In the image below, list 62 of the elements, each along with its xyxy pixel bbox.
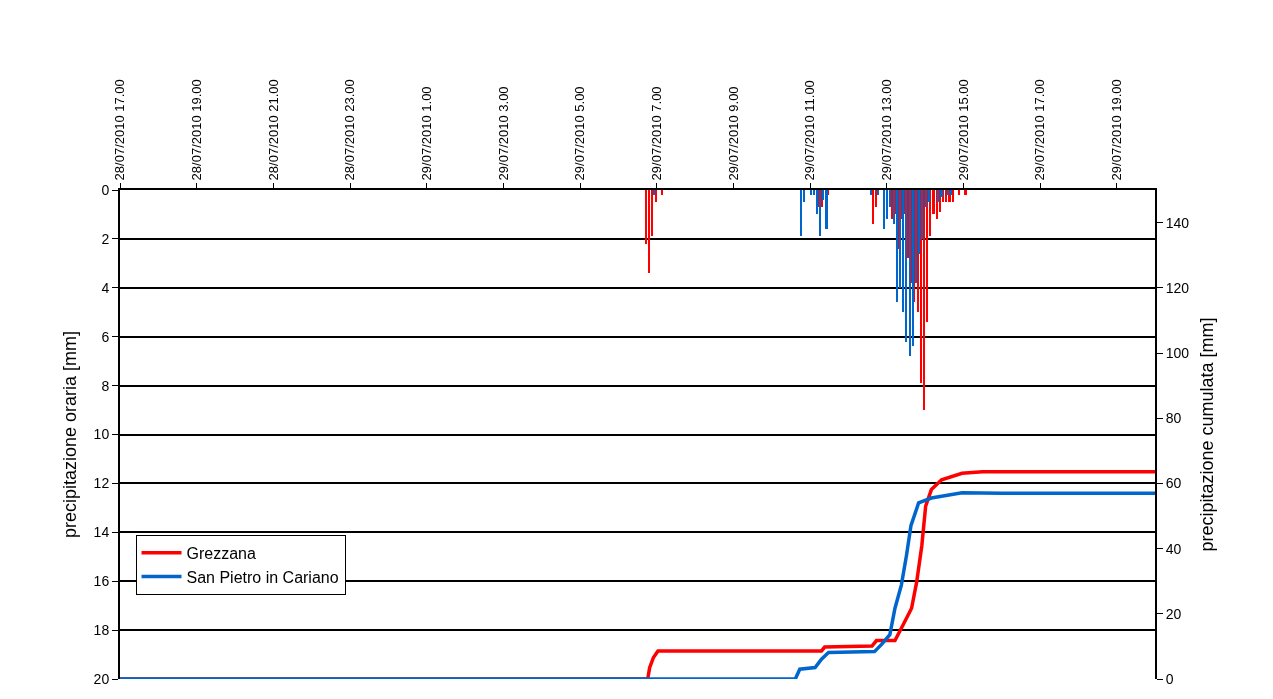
bar	[810, 190, 812, 195]
x-tick-label: 29/07/2010 1.00	[418, 86, 434, 181]
x-tick-label: 28/07/2010 21.00	[265, 79, 281, 181]
y-tick-label: 18	[93, 622, 110, 638]
x-tick-label: 29/07/2010 7.00	[648, 86, 664, 181]
bar	[825, 190, 828, 229]
x-tick-label: 28/07/2010 19.00	[188, 79, 204, 181]
x-tick-label: 29/07/2010 11.00	[802, 80, 818, 181]
bar	[870, 190, 872, 195]
bar	[952, 190, 954, 202]
x-tick-label: 29/07/2010 5.00	[572, 86, 588, 181]
bar	[925, 190, 927, 207]
bar	[653, 190, 655, 195]
y-axis-title: precipitazione oraria [mm]	[60, 330, 81, 539]
x-tick-label: 29/07/2010 19.00	[1108, 79, 1124, 181]
bar	[800, 190, 802, 236]
bar	[819, 190, 821, 236]
y-tick-label: 8	[101, 377, 110, 394]
bar	[937, 190, 939, 202]
y2-tick-label: 40	[1165, 540, 1182, 557]
y2-tick-label: 60	[1165, 475, 1182, 492]
y-tick-label: 10	[93, 426, 110, 443]
y2-tick-label: 20	[1165, 605, 1182, 622]
bar	[896, 190, 898, 302]
bar	[909, 190, 911, 356]
legend-label: San Pietro in Cariano	[186, 568, 339, 586]
y-tick-label: 16	[93, 573, 110, 590]
x-tick-label: 28/07/2010 23.00	[342, 79, 358, 181]
y-tick-label: 2	[101, 230, 110, 247]
x-tick-label: 29/07/2010 3.00	[495, 86, 511, 181]
y-tick-label: 14	[93, 524, 110, 541]
y2-tick-label: 120	[1165, 279, 1190, 296]
bar	[947, 190, 949, 195]
x-tick-label: 29/07/2010 17.00	[1032, 79, 1048, 181]
y2-tick-label: 0	[1165, 670, 1174, 687]
y-tick-label: 4	[101, 279, 110, 296]
y-tick-label: 6	[101, 328, 110, 345]
y-tick-label: 0	[101, 181, 110, 198]
y2-tick-label: 100	[1165, 344, 1190, 361]
bar	[905, 190, 907, 342]
bar	[655, 190, 657, 202]
bar	[661, 190, 663, 195]
x-tick-label: 29/07/2010 9.00	[725, 86, 741, 181]
y2-axis-title: precipitazione cumulata [mm]	[1196, 317, 1217, 552]
y-tick-label: 20	[93, 670, 110, 687]
bar	[907, 190, 909, 258]
x-tick-label: 29/07/2010 13.00	[878, 79, 894, 181]
bar	[877, 190, 879, 195]
bar	[958, 190, 960, 195]
bar	[964, 190, 967, 195]
bar	[883, 190, 885, 229]
bar	[872, 190, 874, 224]
y-tick-label: 12	[93, 475, 110, 492]
x-tick-label: 28/07/2010 17.00	[112, 79, 128, 181]
y2-tick-label: 140	[1165, 214, 1190, 231]
x-tick-label: 29/07/2010 15.00	[955, 79, 971, 181]
bar	[923, 190, 925, 410]
legend-label: Grezzana	[186, 544, 256, 562]
bar	[891, 190, 893, 219]
bar	[950, 190, 952, 195]
bar	[648, 190, 650, 273]
y2-tick-label: 80	[1165, 410, 1182, 427]
